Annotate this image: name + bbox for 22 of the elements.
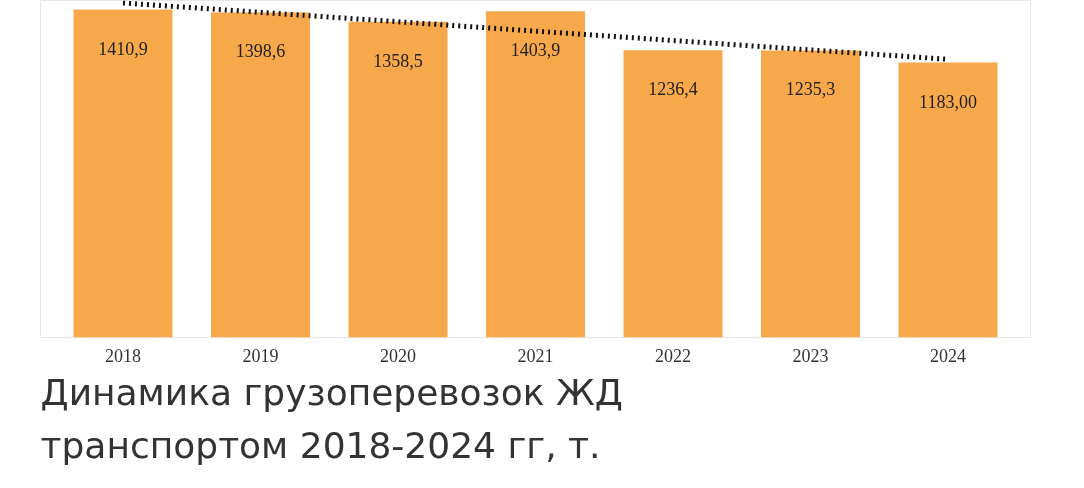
bar (211, 12, 310, 338)
bar (486, 11, 585, 338)
data-label: 1358,5 (373, 50, 423, 71)
x-tick-label: 2021 (517, 345, 554, 366)
x-tick-label: 2024 (930, 345, 966, 366)
data-label: 1398,6 (235, 41, 286, 62)
bar (348, 21, 448, 338)
data-label: 1403,9 (510, 40, 561, 61)
data-label: 1410,9 (98, 38, 148, 59)
bar (73, 9, 173, 338)
x-tick-label: 2020 (380, 345, 416, 366)
x-tick-label: 2018 (105, 345, 141, 366)
x-tick-label: 2022 (655, 345, 691, 366)
x-tick-label: 2023 (792, 345, 829, 366)
data-label: 1235,3 (785, 79, 836, 100)
bar (623, 50, 723, 338)
bar (761, 50, 860, 338)
text: Динамика грузоперевозок ЖД транспортом 2018-2024 гг, т. (40, 371, 623, 466)
data-label: 1236,4 (648, 79, 698, 100)
bar (898, 62, 998, 338)
data-label: 1183,00 (919, 91, 977, 112)
x-tick-label: 2019 (242, 345, 279, 366)
